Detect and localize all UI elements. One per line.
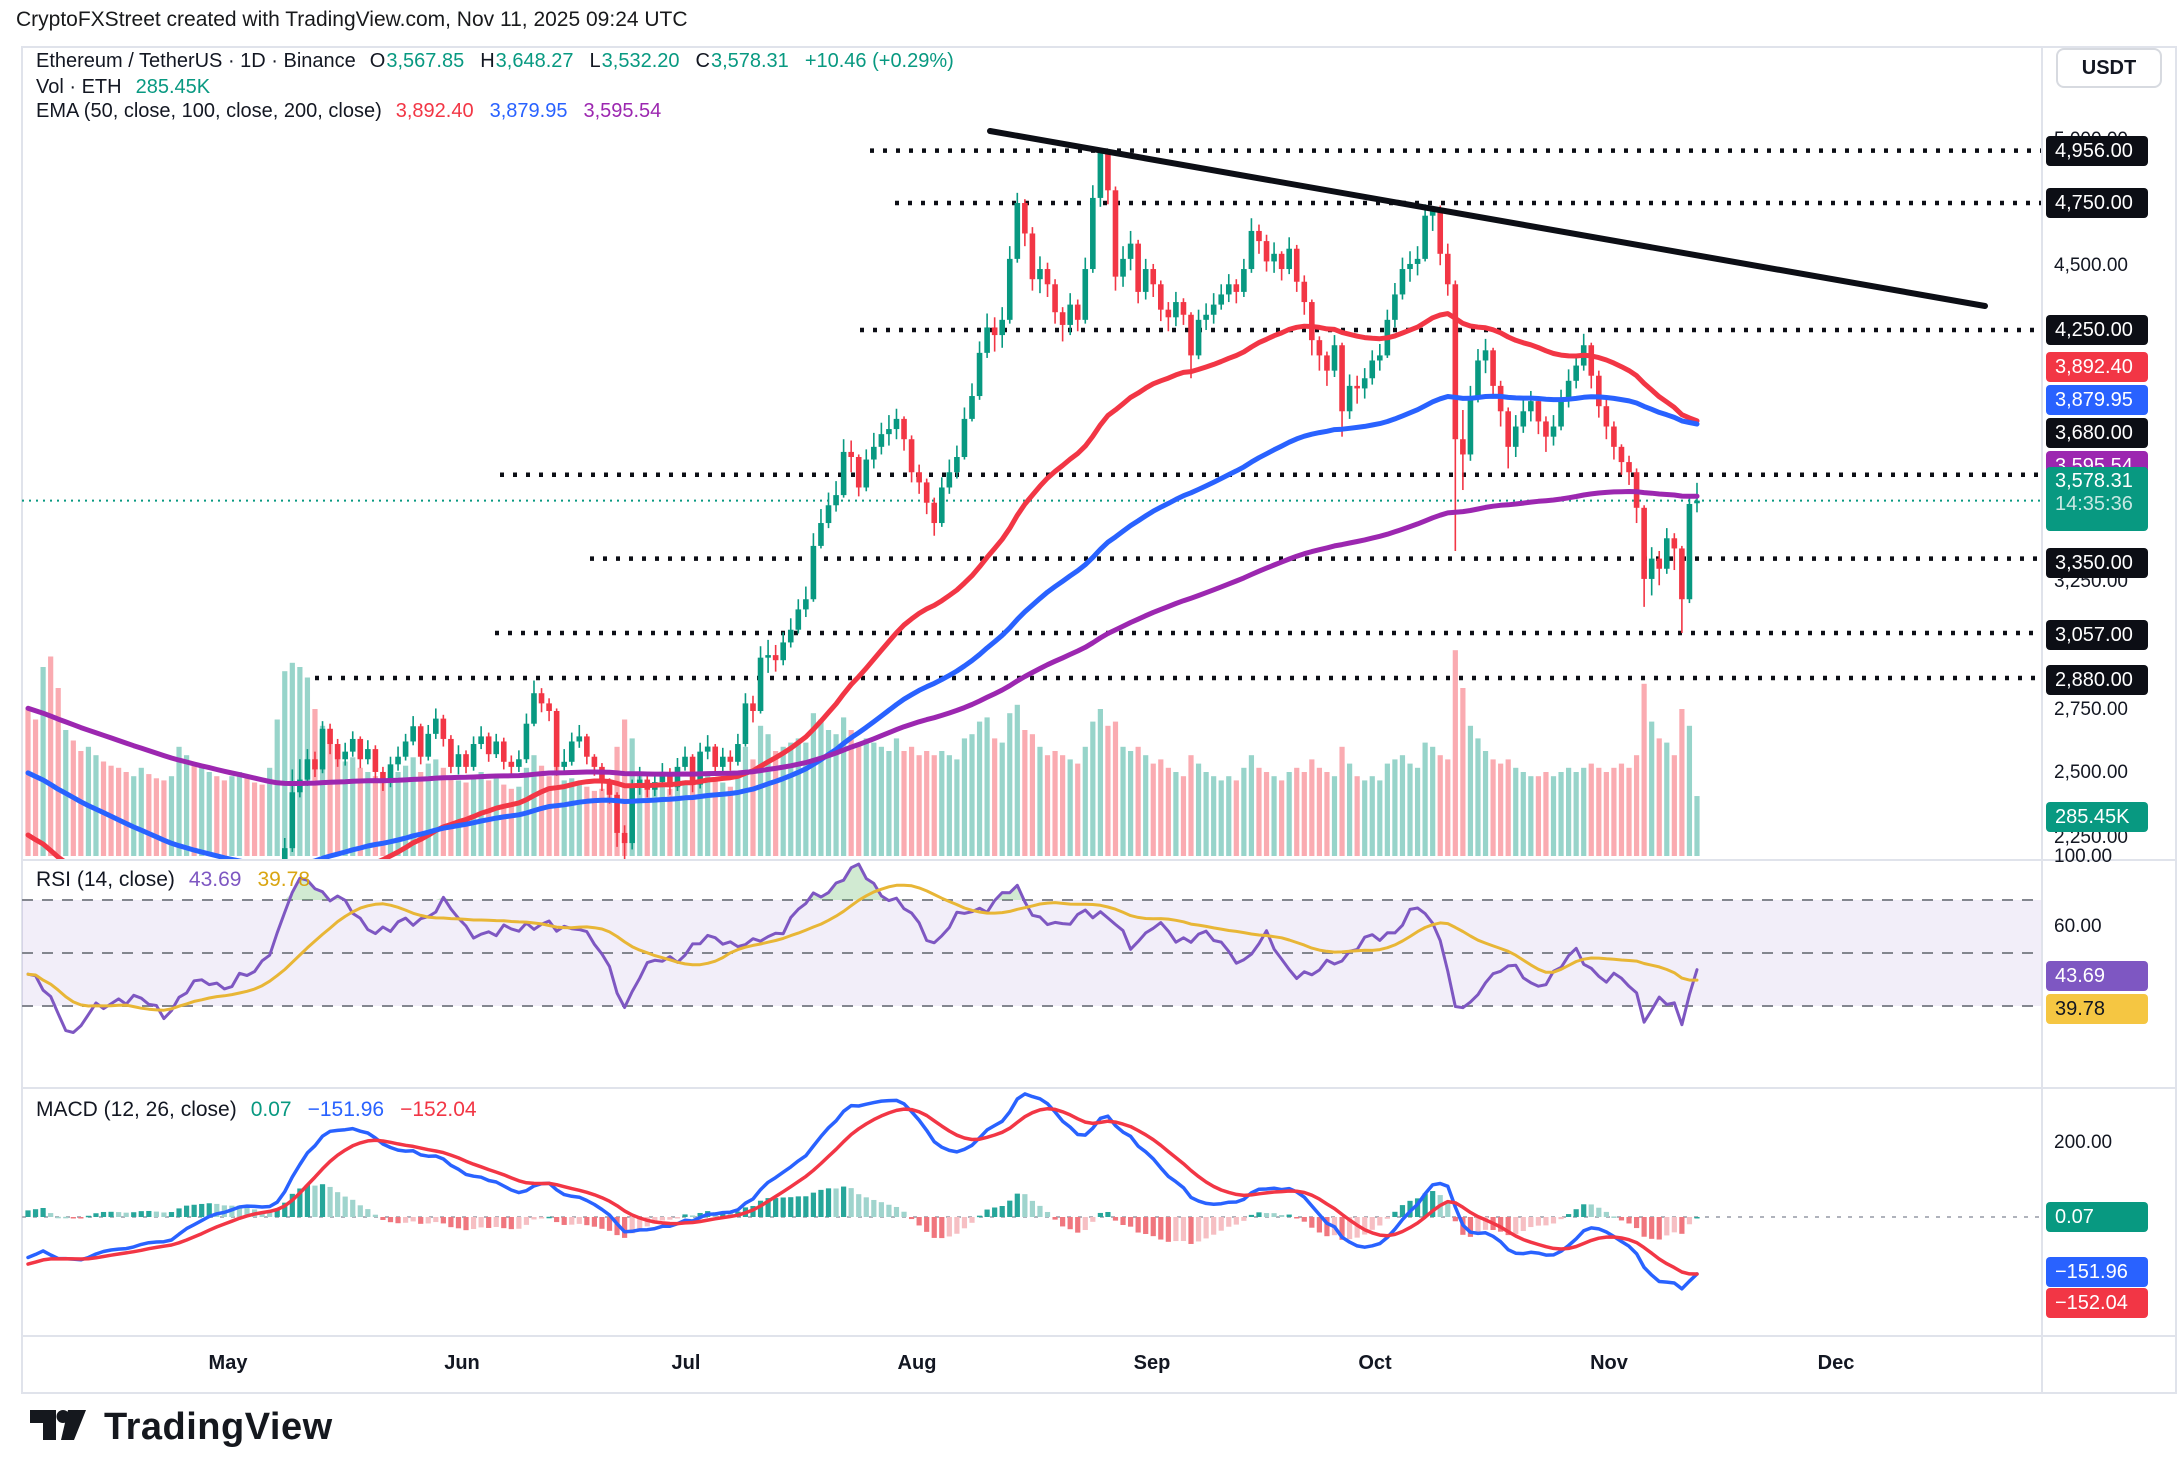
time-axis-month: Oct [1358,1352,1392,1374]
ohlc-values: O 3,567.85 H 3,648.27 L 3,532.20 C 3,578.31 +10.… [370,50,954,73]
volume-legend: Vol · ETH 285.45K [36,76,210,99]
ohlc-value: O 3,567.85 [369,50,465,72]
axis-price-badge: 2,880.00 [2046,665,2148,695]
axis-label: 2,500.00 [2054,762,2128,783]
axis-price-badge: 39.78 [2046,994,2148,1024]
axis-price-badge: 3,350.00 [2046,548,2148,578]
ohlc-value: +10.46 (+0.29%) [804,50,954,72]
rsi-values: 43.69 39.78 [189,868,310,892]
tradingview-logo-icon [30,1410,86,1440]
axis-price-badge: −152.04 [2046,1288,2148,1318]
currency-toggle-button[interactable]: USDT [2056,48,2162,88]
indicator-value: 0.07 [250,1098,292,1121]
time-axis-month: Nov [1590,1352,1628,1374]
ema-values: 3,892.40 3,879.95 3,595.54 [396,100,662,123]
ema-legend: EMA (50, close, 100, close, 200, close) … [36,100,661,123]
axis-price-badge: 43.69 [2046,961,2148,991]
time-axis-month: Dec [1817,1352,1855,1374]
ema-label: EMA (50, close, 100, close, 200, close) [36,100,382,122]
time-axis-month: May [208,1352,248,1374]
axis-price-badge: 3,578.31 14:35:36 [2046,467,2148,531]
axis-price-badge: 285.45K [2046,802,2148,832]
ohlc-value: H 3,648.27 [480,50,574,72]
rsi-pane [22,862,2042,1034]
ohlc-value: C 3,578.31 [695,50,789,72]
indicator-value: 3,595.54 [583,100,662,122]
volume-label: Vol · ETH [36,76,122,98]
ohlc-value: L 3,532.20 [589,50,680,72]
symbol-title: Ethereum / TetherUS · 1D · Binance [36,50,356,72]
axis-price-badge: 4,956.00 [2046,136,2148,166]
attribution-text: CryptoFXStreet created with TradingView.… [16,8,688,31]
macd-values: 0.07 −151.96 −152.04 [251,1098,477,1122]
time-axis-month: Aug [897,1352,937,1374]
axis-label: 100.00 [2054,846,2113,867]
axis-price-badge: 0.07 [2046,1202,2148,1232]
axis-price-badge: −151.96 [2046,1257,2148,1287]
main-pane [22,128,2042,859]
macd-title: MACD (12, 26, close) [36,1098,237,1121]
time-axis-month: Jun [444,1352,480,1374]
macd-pane [22,1092,2042,1291]
symbol-legend: Ethereum / TetherUS · 1D · Binance O 3,56… [36,50,954,73]
tradingview-brand-name: TradingView [104,1405,333,1448]
axis-price-badge: 3,057.00 [2046,620,2148,650]
rsi-title: RSI (14, close) [36,868,175,891]
axis-price-badge: 4,750.00 [2046,188,2148,218]
macd-legend: MACD (12, 26, close) 0.07 −151.96 −152.04 [36,1098,477,1122]
tradingview-brand[interactable]: TradingView [30,1404,333,1450]
axis-label: 60.00 [2054,916,2102,937]
axis-label: 2,250.00 [2054,827,2128,848]
axis-label: 2,750.00 [2054,699,2128,720]
axis-price-badge: 3,680.00 [2046,418,2148,448]
axis-price-badge: 4,250.00 [2046,315,2148,345]
indicator-value: 39.78 [257,868,311,891]
axis-price-badge: 3,879.95 [2046,385,2148,415]
axis-label: 200.00 [2054,1132,2113,1153]
indicator-value: 3,879.95 [489,100,568,122]
indicator-value: 43.69 [188,868,242,891]
axis-price-badge: 3,892.40 [2046,352,2148,382]
volume-value: 285.45K [135,76,211,98]
time-axis-month: Jul [671,1352,701,1374]
indicator-value: 3,892.40 [395,100,474,122]
time-axis-month: Sep [1133,1352,1171,1374]
indicator-value: −151.96 [307,1098,385,1121]
axis-label: 4,500.00 [2054,255,2128,276]
indicator-value: −152.04 [400,1098,477,1121]
rsi-legend: RSI (14, close) 43.69 39.78 [36,868,310,892]
